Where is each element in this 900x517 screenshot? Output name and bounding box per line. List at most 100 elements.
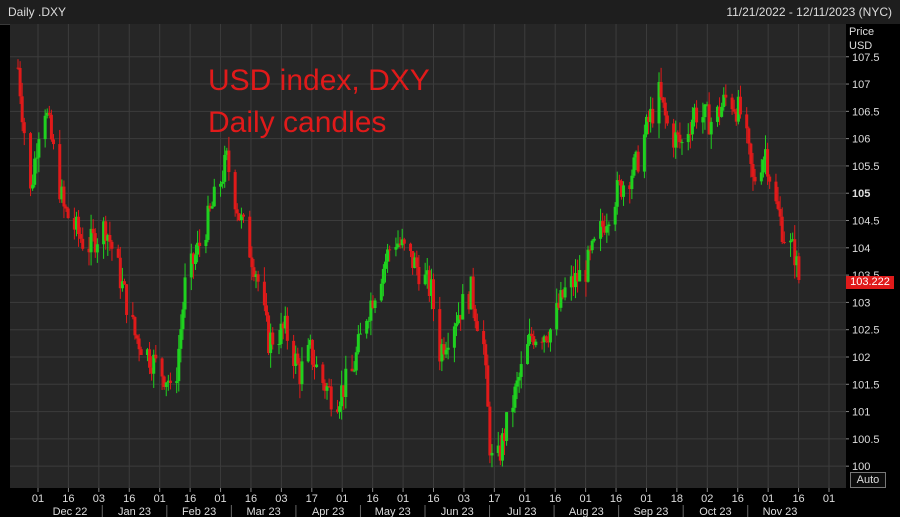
candle-body [519, 364, 523, 377]
x-month-label: Dec 22 [53, 506, 88, 517]
candle-body [47, 112, 51, 115]
candle-body [210, 206, 214, 209]
x-tick-label: 17 [306, 493, 318, 505]
x-tick-label: 01 [154, 493, 166, 505]
annotation-line-2: Daily candles [208, 106, 387, 139]
candle-body [490, 452, 494, 456]
candle-body [193, 254, 197, 264]
candle-body [745, 114, 749, 129]
plot-area[interactable] [10, 24, 847, 489]
auto-scale-button[interactable]: Auto [850, 472, 886, 488]
candle-body [379, 283, 383, 301]
candle-body [262, 281, 266, 306]
candle-body [615, 180, 619, 207]
candle-body [312, 364, 316, 368]
candle-body [730, 97, 734, 110]
candle-body [116, 248, 120, 258]
chart-header: Daily .DXY 11/21/2022 - 12/11/2023 (NYC) [0, 0, 900, 25]
candle-body [571, 276, 575, 288]
candle-body [373, 300, 377, 309]
candle-body [300, 361, 304, 385]
y-tick-label: 104.5 [852, 216, 880, 228]
candle-body [394, 246, 398, 250]
candle-body [782, 241, 786, 243]
candle-body [285, 315, 289, 341]
candle-body [768, 176, 772, 182]
candle-body [225, 150, 229, 155]
candle-body [467, 294, 471, 310]
candle-body [208, 205, 212, 209]
y-tick-label: 101.5 [852, 379, 880, 391]
candle-body [239, 214, 243, 221]
candle-body [321, 364, 325, 384]
x-tick-label: 18 [671, 493, 683, 505]
candle-body [780, 216, 784, 242]
candle-body [139, 349, 143, 355]
x-month-label: Nov 23 [763, 506, 798, 517]
x-tick-label: 16 [123, 493, 135, 505]
candle-body [179, 329, 183, 349]
candle-body [381, 268, 385, 284]
candle-body [791, 239, 795, 241]
candle-body [398, 243, 402, 246]
candle-body [204, 239, 208, 247]
candle-body [471, 276, 475, 309]
candle-body [613, 206, 617, 225]
x-month-label: Feb 23 [182, 506, 216, 517]
candle-body [154, 354, 158, 359]
candle-body [498, 445, 502, 461]
candle-body [62, 186, 66, 207]
candle-body [118, 257, 122, 289]
candle-body [649, 108, 653, 122]
candle-body [74, 216, 78, 230]
candle-body [736, 96, 740, 122]
date-range[interactable]: 11/21/2022 - 12/11/2023 (NYC) [726, 5, 892, 19]
candle-body [789, 240, 793, 243]
candle-body [701, 117, 705, 123]
candle-body [686, 133, 690, 143]
candle-body [774, 181, 778, 202]
candle-body [469, 276, 473, 310]
candle-body [198, 242, 202, 247]
candle-body [632, 157, 636, 176]
y-tick-label: 100 [852, 461, 870, 473]
candle-body [271, 332, 275, 345]
x-month-label: Sep 23 [633, 506, 668, 517]
candle-body [338, 406, 342, 413]
candle-body [191, 253, 195, 264]
candle-body [738, 96, 742, 115]
candle-body [517, 376, 521, 381]
candle-body [152, 354, 156, 374]
candle-body [751, 163, 755, 177]
x-tick-label: 16 [549, 493, 561, 505]
candle-body [254, 274, 258, 277]
candlestick-chart[interactable] [10, 24, 846, 488]
candle-body [540, 341, 544, 343]
candle-body [166, 380, 170, 383]
candle-body [651, 108, 655, 124]
candle-body [325, 386, 329, 391]
price-axis[interactable]: 100100.5101101.5102102.5103103.5104104.5… [846, 24, 900, 488]
candle-body [797, 256, 801, 280]
candle-body [622, 185, 626, 197]
candle-body [690, 119, 694, 135]
candle-body [473, 308, 477, 322]
candle-body [344, 368, 348, 398]
candle-body [267, 315, 271, 354]
candle-body [323, 383, 327, 391]
candle-body [51, 139, 55, 145]
candle-body [427, 270, 431, 296]
candle-body [461, 294, 465, 320]
time-axis[interactable]: 01 16 03 16 01 16 01 16 03 17 01 16 01 16 03 17 01 16 01 16… [0, 488, 900, 517]
candle-body [555, 303, 559, 330]
candle-body [315, 364, 319, 368]
price-axis-label: Price [849, 26, 875, 38]
candle-body [688, 133, 692, 135]
x-tick-label: 16 [62, 493, 74, 505]
candle-body [778, 208, 782, 217]
candle-body [749, 143, 753, 164]
candle-body [601, 221, 605, 227]
candle-body [162, 376, 166, 387]
candle-body [642, 134, 646, 172]
candle-body [102, 221, 106, 245]
